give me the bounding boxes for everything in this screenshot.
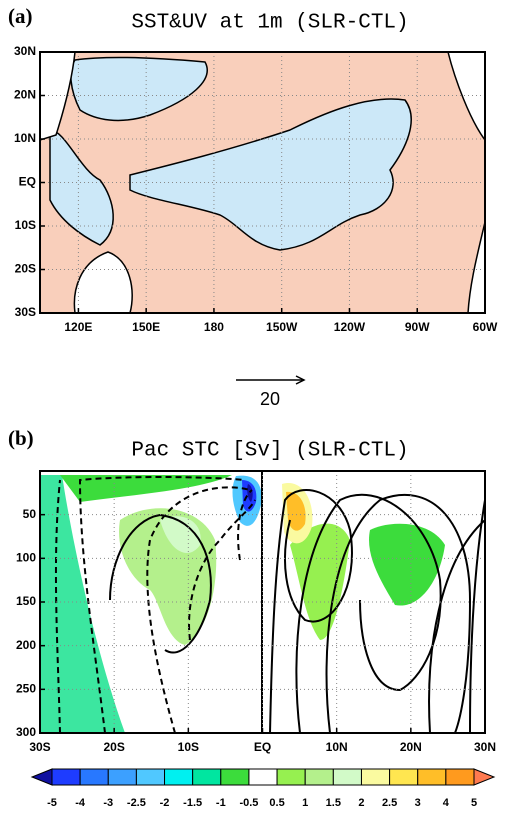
x-tick-label: 20S <box>103 740 124 754</box>
colorbar-label: -2.5 <box>127 797 146 809</box>
colorbar-box <box>389 768 419 786</box>
y-tick-label: 100 <box>16 551 36 565</box>
reference-vector-label: 20 <box>260 389 280 409</box>
contour-line <box>237 489 253 561</box>
colorbar-box <box>51 768 81 786</box>
shading <box>160 516 201 553</box>
colorbar-extend <box>473 768 496 786</box>
y-tick-label: 30S <box>15 305 36 319</box>
map-fields <box>40 52 485 313</box>
colorbar-box <box>276 768 306 786</box>
colorbar-label: -3 <box>103 797 113 809</box>
colorbar-box <box>220 768 250 786</box>
contour-line <box>295 493 442 733</box>
contour-line <box>109 513 212 654</box>
cooling-region <box>129 98 412 251</box>
x-tick-label: 90W <box>405 320 430 334</box>
x-tick-label: 150E <box>132 320 160 334</box>
colorbar-box <box>79 768 109 786</box>
x-tick-label: 120E <box>64 320 92 334</box>
land <box>73 251 133 313</box>
y-tick-label: 10S <box>15 218 36 232</box>
x-tick-label: 30N <box>474 740 496 754</box>
colorbar-box <box>192 768 222 786</box>
y-tick-label: 10N <box>14 131 36 145</box>
colorbar-label: -2 <box>160 797 170 809</box>
land <box>40 52 76 141</box>
y-tick-label: EQ <box>19 175 36 189</box>
colorbar-label: 3 <box>415 797 421 809</box>
colorbar-label: 4 <box>443 797 450 809</box>
colorbar-label: 1 <box>302 797 308 809</box>
colorbar-label: 1.5 <box>326 797 341 809</box>
colorbar-box <box>445 768 475 786</box>
y-tick-label: 20N <box>14 88 36 102</box>
shading <box>40 475 125 733</box>
reference-vector-head <box>295 375 306 385</box>
shading <box>247 484 253 502</box>
colorbar-box <box>248 768 278 786</box>
y-tick-label: 300 <box>16 725 36 739</box>
contour-line <box>188 499 256 641</box>
colorbar-box <box>360 768 391 786</box>
panel-label: (a) <box>8 4 33 28</box>
y-tick-label: 30N <box>14 44 36 58</box>
x-tick-label: 20N <box>400 740 422 754</box>
shading <box>286 491 306 531</box>
chart-title: SST&UV at 1m (SLR-CTL) <box>131 12 408 35</box>
land <box>447 52 485 142</box>
contour-line <box>269 489 353 733</box>
colorbar-box <box>107 768 137 786</box>
shading <box>60 475 232 502</box>
colorbar-label: -5 <box>47 797 57 809</box>
x-tick-label: 60W <box>473 320 498 334</box>
colorbar-label: 2.5 <box>382 797 397 809</box>
colorbar-label: -1.5 <box>183 797 202 809</box>
contour-line <box>78 476 246 733</box>
plot-frame <box>39 470 486 734</box>
y-tick-label: 20S <box>15 262 36 276</box>
contour-line <box>428 519 485 733</box>
colorbar-label: 0.5 <box>269 797 284 809</box>
colorbar-box <box>417 768 447 786</box>
y-tick-label: 200 <box>16 638 36 652</box>
y-tick-label: 150 <box>16 594 36 608</box>
contour-line <box>325 494 472 733</box>
colorbar-box <box>304 768 334 786</box>
y-tick-label: 250 <box>16 682 36 696</box>
cooling-region <box>70 56 208 122</box>
colorbar-label: 2 <box>358 797 364 809</box>
panel-label: (b) <box>8 426 34 450</box>
x-tick-label: 10S <box>178 740 199 754</box>
x-tick-label: 30S <box>29 740 50 754</box>
contour-line <box>469 499 485 733</box>
colorbar-label: 5 <box>471 797 477 809</box>
shading <box>369 523 445 606</box>
contour-fields <box>40 471 485 733</box>
colorbar-label: -4 <box>75 797 86 809</box>
colorbar-label: -1 <box>216 797 226 809</box>
axes: (a) SST&UV at 1m (SLR-CTL) 120E 150E 180 150W… <box>8 4 498 809</box>
x-tick-label: 120W <box>334 320 366 334</box>
colorbar-extend <box>30 768 53 786</box>
colorbar-box <box>332 768 362 786</box>
x-tick-label: 10N <box>326 740 348 754</box>
colorbar-box <box>135 768 166 786</box>
chart-title: Pac STC [Sv] (SLR-CTL) <box>131 440 408 463</box>
contour-line <box>146 486 251 733</box>
colorbar-box <box>164 768 194 786</box>
colorbar-label: -0.5 <box>239 797 258 809</box>
x-tick-label: 150W <box>266 320 298 334</box>
cooling-region <box>49 129 114 246</box>
x-tick-label: EQ <box>254 740 271 754</box>
plot-frame <box>39 51 486 314</box>
y-tick-label: 50 <box>23 507 37 521</box>
contour-line <box>54 479 61 733</box>
x-tick-label: 180 <box>204 320 224 334</box>
